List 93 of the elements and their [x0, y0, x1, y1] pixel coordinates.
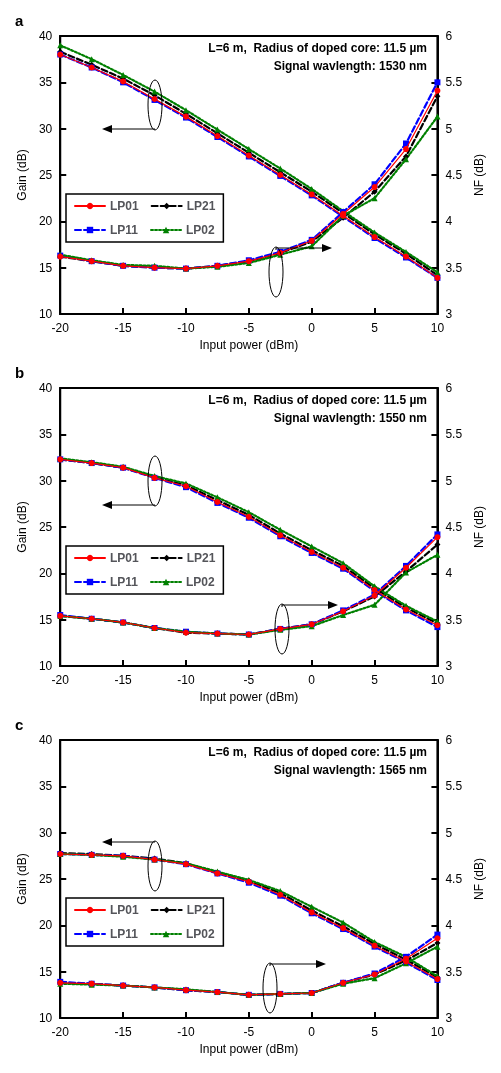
x-tick-label: -10: [177, 1025, 195, 1039]
legend-label: LP11: [110, 927, 139, 941]
y2-tick-label: 4: [445, 566, 453, 581]
x-axis-title: Input power (dBm): [199, 337, 299, 352]
y2-tick-label: 6: [445, 29, 453, 43]
x-tick-label: 10: [430, 673, 445, 687]
x-tick-label: -10: [177, 321, 195, 335]
y-tick-label: 25: [38, 168, 53, 182]
legend-label: LP11: [110, 575, 139, 589]
y2-axis-title: NF (dB): [472, 858, 486, 900]
legend-label: LP21: [186, 199, 216, 213]
y-tick-label: 10: [38, 659, 53, 673]
y-tick-label: 40: [38, 381, 53, 395]
annotation: Signal wavlength: 1565 nm: [273, 763, 427, 777]
x-tick-label: -5: [243, 1025, 255, 1039]
x-tick-label: -15: [114, 321, 133, 335]
y-tick-label: 10: [38, 307, 53, 321]
y-tick-label: 35: [38, 427, 53, 442]
y-axis-title: Gain (dB): [15, 501, 29, 553]
y2-tick-label: 4.5: [445, 520, 463, 534]
legend-label: LP21: [186, 903, 216, 917]
x-tick-label: 0: [308, 673, 316, 687]
y2-tick-label: 5: [445, 825, 453, 840]
x-tick-label: -5: [243, 321, 255, 335]
x-tick-label: 0: [308, 321, 316, 335]
y2-tick-label: 6: [445, 381, 453, 395]
x-tick-label: -15: [114, 673, 133, 687]
x-tick-label: 5: [371, 1025, 379, 1039]
chart-title: c: [15, 716, 24, 733]
y-tick-label: 30: [38, 473, 53, 488]
y2-tick-label: 5.5: [445, 75, 463, 90]
y-tick-label: 35: [38, 779, 53, 794]
y2-tick-label: 5: [445, 121, 453, 136]
y2-tick-label: 3.5: [445, 612, 463, 627]
x-tick-label: 10: [430, 321, 445, 335]
x-tick-label: 0: [308, 1025, 316, 1039]
chart-title: b: [15, 364, 25, 381]
annotation: Signal wavlength: 1550 nm: [273, 411, 427, 425]
annotation: Signal wavlength: 1530 nm: [273, 59, 427, 73]
x-axis-title: Input power (dBm): [199, 689, 299, 704]
annotation: L=6 m, Radius of doped core: 11.5 µm: [208, 41, 427, 55]
x-tick-label: 5: [371, 321, 379, 335]
legend-label: LP01: [110, 199, 140, 213]
y2-tick-label: 3.5: [445, 260, 463, 275]
x-tick-label: 5: [371, 673, 379, 687]
y-tick-label: 30: [38, 825, 53, 840]
legend-label: LP02: [186, 223, 216, 237]
x-tick-label: -5: [243, 673, 255, 687]
x-tick-label: -20: [51, 1025, 70, 1039]
legend-label: LP11: [110, 223, 139, 237]
y2-tick-label: 6: [445, 733, 453, 747]
y2-axis-title: NF (dB): [472, 154, 486, 196]
y2-tick-label: 3: [445, 307, 453, 321]
y2-tick-label: 3: [445, 659, 453, 673]
x-tick-label: 10: [430, 1025, 445, 1039]
x-tick-label: -15: [114, 1025, 133, 1039]
y-tick-label: 10: [38, 1011, 53, 1025]
legend-label: LP01: [110, 903, 140, 917]
y2-tick-label: 5.5: [445, 427, 463, 442]
legend-label: LP02: [186, 927, 216, 941]
x-tick-label: -20: [51, 321, 70, 335]
x-tick-label: -10: [177, 673, 195, 687]
y-tick-label: 15: [38, 612, 53, 627]
y-tick-label: 15: [38, 964, 53, 979]
legend-label: LP01: [110, 551, 140, 565]
annotation: L=6 m, Radius of doped core: 11.5 µm: [208, 745, 427, 759]
y2-tick-label: 3: [445, 1011, 453, 1025]
y-tick-label: 40: [38, 733, 53, 747]
annotation: L=6 m, Radius of doped core: 11.5 µm: [208, 393, 427, 407]
y-tick-label: 40: [38, 29, 53, 43]
y-tick-label: 20: [38, 214, 53, 229]
y-axis-title: Gain (dB): [15, 853, 29, 905]
y-tick-label: 20: [38, 918, 53, 933]
x-axis-title: Input power (dBm): [199, 1041, 299, 1056]
y-tick-label: 15: [38, 260, 53, 275]
y2-tick-label: 4: [445, 918, 453, 933]
y2-tick-label: 5.5: [445, 779, 463, 794]
y2-tick-label: 3.5: [445, 964, 463, 979]
y2-tick-label: 4.5: [445, 872, 463, 886]
y-axis-title: Gain (dB): [15, 149, 29, 201]
y2-tick-label: 4.5: [445, 168, 463, 182]
legend-label: LP21: [186, 551, 216, 565]
y-tick-label: 25: [38, 872, 53, 886]
y-tick-label: 20: [38, 566, 53, 581]
x-tick-label: -20: [51, 673, 70, 687]
y2-axis-title: NF (dB): [472, 506, 486, 548]
y-tick-label: 30: [38, 121, 53, 136]
y-tick-label: 25: [38, 520, 53, 534]
y2-tick-label: 4: [445, 214, 453, 229]
legend-label: LP02: [186, 575, 216, 589]
chart-title: a: [15, 12, 24, 29]
y2-tick-label: 5: [445, 473, 453, 488]
y-tick-label: 35: [38, 75, 53, 90]
